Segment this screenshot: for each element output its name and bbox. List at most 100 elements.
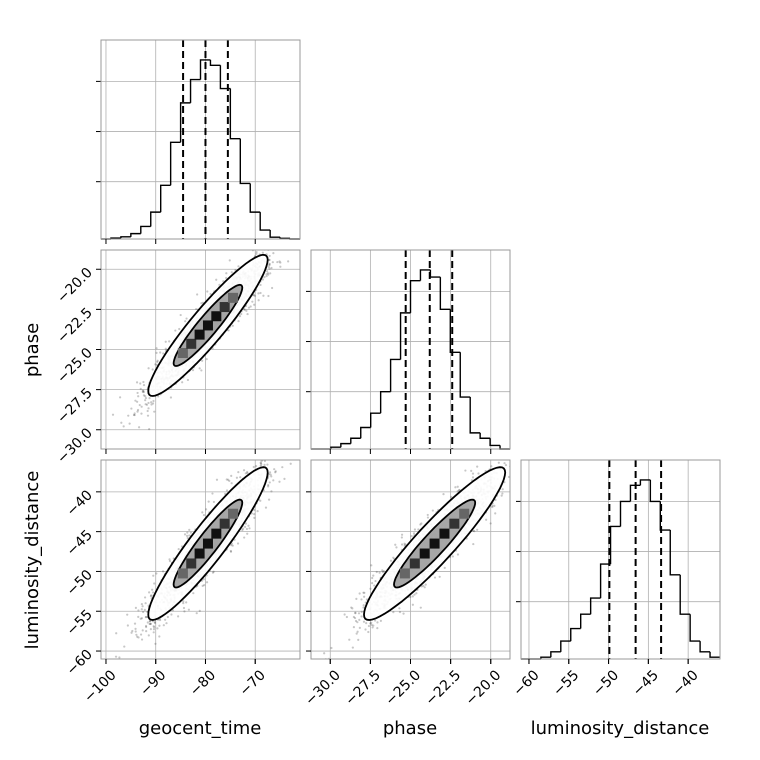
- scatter-point: [206, 290, 209, 293]
- scatter-point: [131, 629, 134, 633]
- panel-frame: [520, 459, 721, 660]
- scatter-point: [415, 592, 418, 595]
- scatter-point: [212, 570, 215, 573]
- scatter-point: [203, 584, 206, 587]
- scatter-point: [260, 460, 263, 463]
- histogram-bar: [679, 574, 691, 615]
- scatter-point: [264, 506, 268, 509]
- histogram-bar: [479, 432, 491, 439]
- histogram-panel-luminosity-distance: [516, 459, 721, 664]
- scatter-point: [130, 407, 133, 410]
- scatter-point: [268, 267, 271, 270]
- scatter-point: [154, 642, 157, 645]
- histogram-bar: [130, 232, 141, 237]
- scatter-point: [198, 609, 201, 612]
- scatter-point: [146, 409, 149, 413]
- scatter-point: [169, 396, 173, 399]
- scatter-point: [156, 359, 159, 362]
- scatter-point: [228, 259, 231, 262]
- scatter-point: [155, 351, 158, 354]
- scatter-point: [265, 273, 268, 276]
- scatter-point: [472, 529, 475, 533]
- scatter-point: [229, 549, 232, 553]
- scatter-point: [183, 610, 186, 613]
- scatter-point: [132, 413, 136, 417]
- scatter-point: [369, 622, 372, 625]
- scatter-point: [267, 483, 270, 487]
- scatter-point: [141, 605, 144, 608]
- density-cell: [419, 548, 430, 559]
- scatter-point: [126, 624, 129, 627]
- scatter-point: [259, 462, 263, 465]
- scatter-point: [135, 381, 139, 384]
- histogram-bar: [699, 641, 711, 653]
- histogram-bar: [389, 358, 401, 392]
- scatter-point: [268, 254, 271, 258]
- scatter-point: [367, 624, 371, 628]
- scatter-panel-phase-luminosity-distance: [306, 459, 511, 664]
- scatter-point: [376, 621, 379, 624]
- scatter-point: [186, 536, 189, 540]
- scatter-point: [207, 500, 210, 503]
- scatter-point: [201, 584, 204, 587]
- histogram-bar: [639, 479, 651, 486]
- scatter-point: [253, 516, 256, 520]
- scatter-point: [378, 571, 381, 574]
- scatter-point: [413, 528, 417, 531]
- scatter-point: [145, 615, 148, 619]
- scatter-point: [257, 292, 260, 295]
- scatter-point: [276, 260, 279, 264]
- scatter-point: [147, 367, 150, 370]
- scatter-point: [289, 462, 292, 465]
- scatter-point: [149, 622, 152, 626]
- scatter-point: [491, 505, 494, 509]
- scatter-point: [267, 294, 270, 298]
- scatter-point: [456, 485, 459, 488]
- scatter-point: [144, 396, 148, 400]
- scatter-point: [404, 543, 407, 546]
- scatter-point: [256, 509, 259, 513]
- scatter-point: [140, 617, 144, 620]
- scatter-point: [374, 579, 377, 583]
- scatter-point: [259, 499, 262, 502]
- scatter-point: [192, 592, 195, 595]
- histogram-bar: [629, 484, 641, 502]
- x-axis-labels: geocent_time phase luminosity_distance: [139, 718, 710, 739]
- scatter-point: [370, 564, 373, 567]
- scatter-point: [402, 612, 405, 615]
- panel-content: [101, 250, 300, 449]
- scatter-point: [270, 490, 273, 493]
- scatter-point: [196, 293, 199, 296]
- scatter-point: [497, 461, 500, 464]
- scatter-point: [119, 396, 122, 399]
- scatter-point: [358, 592, 361, 595]
- scatter-point: [491, 504, 494, 507]
- scatter-point: [503, 462, 506, 465]
- scatter-point: [143, 596, 147, 599]
- scatter-point: [222, 280, 225, 283]
- scatter-point: [392, 611, 395, 614]
- scatter-point: [269, 473, 272, 476]
- histogram-bar: [269, 230, 281, 238]
- panel-content: [101, 460, 300, 659]
- histogram-bar: [540, 656, 551, 659]
- scatter-point: [417, 528, 420, 531]
- scatter-point: [457, 489, 461, 492]
- scatter-point: [212, 500, 216, 504]
- scatter-point: [473, 530, 476, 533]
- scatter-point: [477, 472, 480, 475]
- scatter-point: [443, 566, 446, 569]
- scatter-point: [189, 531, 192, 534]
- scatter-point: [278, 480, 281, 483]
- scatter-point: [201, 511, 204, 514]
- scatter-point: [365, 598, 369, 601]
- scatter-point: [371, 626, 374, 629]
- scatter-point: [128, 422, 131, 425]
- scatter-point: [323, 652, 326, 655]
- scatter-point: [152, 631, 155, 634]
- density-cell: [202, 320, 213, 331]
- histogram-bar: [229, 88, 241, 140]
- scatter-point: [215, 478, 219, 481]
